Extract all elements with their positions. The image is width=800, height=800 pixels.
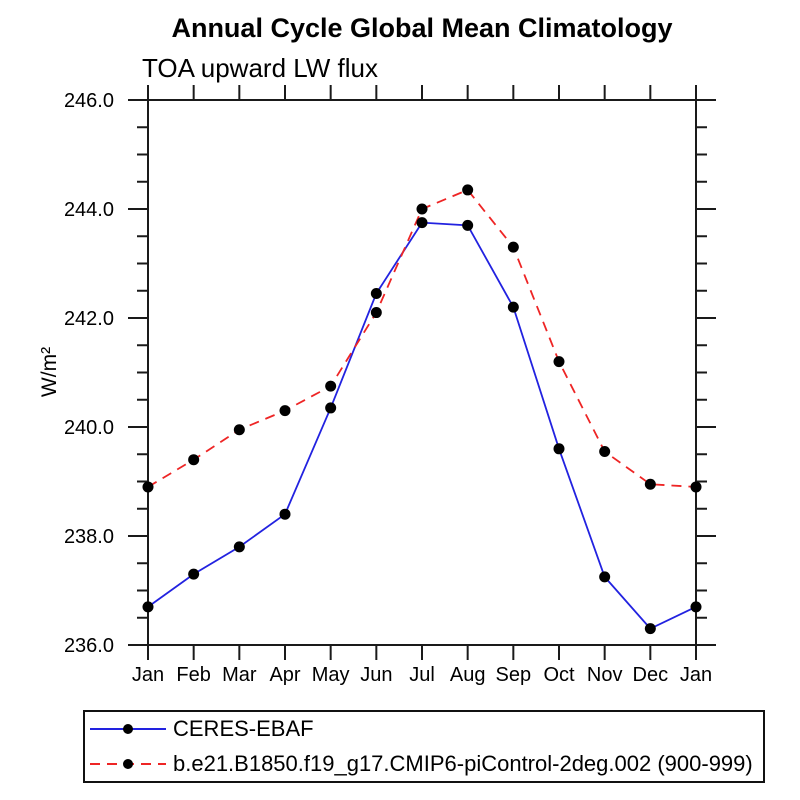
legend-line-sample-red-icon xyxy=(90,758,166,769)
data-point-ceres-ebaf xyxy=(325,402,337,414)
x-tick-label: May xyxy=(312,664,350,686)
y-tick-label: 246.0 xyxy=(64,90,114,112)
data-point-ceres-ebaf xyxy=(462,219,474,231)
x-tick-label: Jun xyxy=(360,664,392,686)
data-point-ceres-ebaf xyxy=(507,301,519,313)
x-tick-label: Sep xyxy=(496,664,532,686)
data-point-picontrol-model xyxy=(553,356,565,368)
y-tick-label: 244.0 xyxy=(64,199,114,221)
data-point-picontrol-model xyxy=(279,405,291,417)
series-line-ceres-ebaf xyxy=(147,221,697,630)
data-point-picontrol-model xyxy=(188,454,200,466)
x-tick-label: Jul xyxy=(409,664,435,686)
data-point-picontrol-model xyxy=(507,241,519,253)
x-tick-label: Jan xyxy=(680,664,712,686)
x-tick-label: Nov xyxy=(587,664,623,686)
data-point-picontrol-model xyxy=(233,424,245,436)
data-point-ceres-ebaf xyxy=(233,541,245,553)
series-line-picontrol-model xyxy=(147,188,697,488)
legend: CERES-EBAF b.e21.B1850.f19_g17.CMIP6-piC… xyxy=(83,710,765,783)
data-point-ceres-ebaf xyxy=(599,571,611,583)
data-point-ceres-ebaf xyxy=(644,623,656,635)
data-point-picontrol-model xyxy=(644,478,656,490)
x-tick-label: Feb xyxy=(176,664,210,686)
x-tick-label: Aug xyxy=(450,664,486,686)
legend-marker-ceres-ebaf xyxy=(123,724,133,735)
legend-marker-picontrol-model xyxy=(123,758,133,769)
data-point-ceres-ebaf xyxy=(416,217,428,229)
y-tick-label: 236.0 xyxy=(64,635,114,657)
data-point-ceres-ebaf xyxy=(279,508,291,520)
y-tick-label: 238.0 xyxy=(64,526,114,548)
data-point-picontrol-model xyxy=(370,307,382,319)
x-tick-label: Apr xyxy=(269,664,300,686)
data-point-ceres-ebaf xyxy=(690,601,702,613)
data-point-ceres-ebaf xyxy=(142,601,154,613)
data-point-picontrol-model xyxy=(599,446,611,458)
data-point-ceres-ebaf xyxy=(553,443,565,455)
chart-subtitle: TOA upward LW flux xyxy=(142,53,379,83)
legend-label-model: b.e21.B1850.f19_g17.CMIP6-piControl-2deg… xyxy=(173,750,753,776)
y-tick-label: 240.0 xyxy=(64,417,114,439)
data-point-ceres-ebaf xyxy=(370,287,382,299)
data-point-picontrol-model xyxy=(325,380,337,392)
x-tick-label: Mar xyxy=(222,664,257,686)
legend-line-sample-blue-icon xyxy=(90,724,166,735)
y-tick-label: 242.0 xyxy=(64,308,114,330)
legend-item-model: b.e21.B1850.f19_g17.CMIP6-piControl-2deg… xyxy=(85,747,763,782)
data-point-picontrol-model xyxy=(416,203,428,215)
data-point-picontrol-model xyxy=(142,481,154,493)
x-tick-label: Dec xyxy=(633,664,669,686)
x-tick-label: Jan xyxy=(132,664,164,686)
data-point-picontrol-model xyxy=(462,184,474,196)
chart-title: Annual Cycle Global Mean Climatology xyxy=(171,13,673,43)
legend-label-ceres: CERES-EBAF xyxy=(173,716,314,742)
x-tick-label: Oct xyxy=(543,664,575,686)
legend-item-ceres: CERES-EBAF xyxy=(85,712,763,747)
data-point-picontrol-model xyxy=(690,481,702,493)
plot-frame xyxy=(147,99,697,646)
data-point-ceres-ebaf xyxy=(188,568,200,580)
